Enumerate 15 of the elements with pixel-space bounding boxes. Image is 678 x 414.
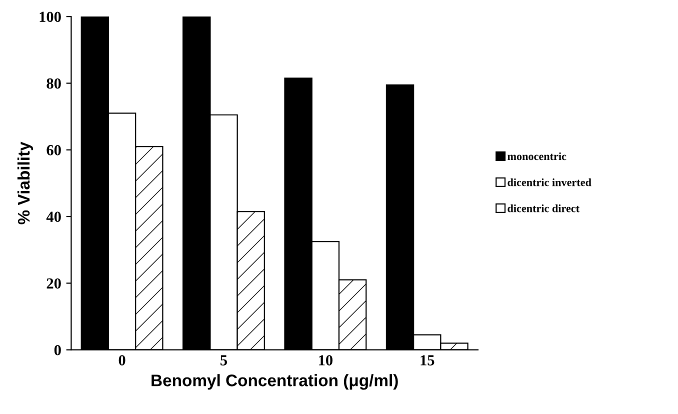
y-tick-label: 60 [46, 145, 61, 156]
y-tick-label: 40 [46, 212, 61, 222]
x-tick-label: 15 [420, 355, 434, 366]
x-tick-label: 5 [220, 355, 227, 366]
y-tick-label: 0 [54, 344, 61, 356]
legend-label: dicentric direct [508, 204, 580, 212]
y-tick-label: 20 [46, 278, 61, 289]
y-tick-label: 100 [40, 12, 61, 22]
x-tick-label: 10 [319, 355, 332, 366]
x-tick-label: 0 [118, 355, 126, 366]
y-tick-label: 80 [46, 78, 61, 89]
legend-label: dicentric inverted [508, 178, 592, 186]
x-axis-title: Benomyl Concentration (μg/ml) [152, 374, 398, 390]
legend-label: monocentric [508, 152, 566, 160]
y-axis-title: % Viability [17, 142, 33, 224]
